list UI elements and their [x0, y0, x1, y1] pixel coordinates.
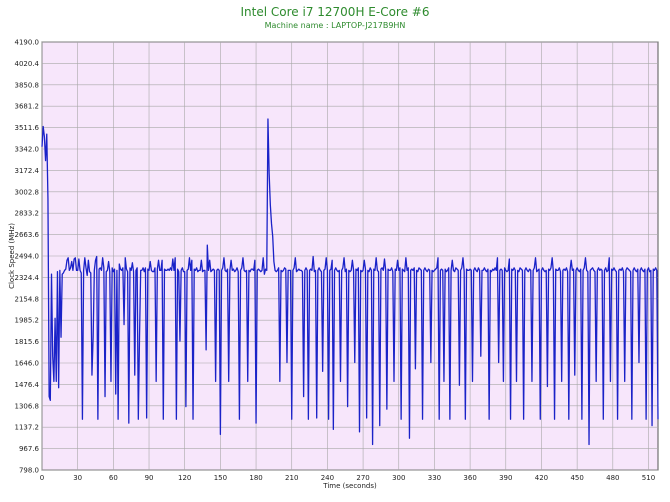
y-tick-label: 3511.6	[15, 124, 40, 132]
x-axis-label: Time (seconds)	[322, 482, 377, 490]
y-tick-label: 1815.6	[15, 338, 40, 346]
y-tick-label: 1646.0	[15, 360, 40, 368]
x-tick-label: 60	[109, 474, 118, 482]
x-tick-label: 420	[535, 474, 548, 482]
y-tick-label: 3681.2	[15, 103, 40, 111]
y-tick-label: 1306.8	[15, 402, 40, 410]
y-tick-label: 798.0	[19, 467, 39, 475]
y-tick-label: 2494.0	[15, 253, 40, 261]
y-tick-label: 1137.2	[15, 424, 40, 432]
x-tick-label: 360	[463, 474, 476, 482]
y-tick-label: 2324.4	[15, 274, 40, 282]
x-tick-label: 330	[428, 474, 441, 482]
x-tick-label: 150	[214, 474, 227, 482]
x-tick-label: 0	[40, 474, 44, 482]
x-tick-label: 30	[73, 474, 82, 482]
x-tick-label: 120	[178, 474, 191, 482]
y-axis-label: Clock Speed (MHz)	[8, 223, 16, 289]
x-tick-label: 270	[356, 474, 369, 482]
y-tick-label: 3172.4	[15, 167, 40, 175]
x-tick-label: 450	[570, 474, 583, 482]
x-axis-ticks: 0 30 60 90 120 150 180 210 240 270 300 330 360 390 420…	[40, 474, 655, 482]
x-tick-label: 180	[249, 474, 262, 482]
y-tick-label: 2154.8	[15, 295, 40, 303]
x-tick-label: 300	[392, 474, 405, 482]
x-tick-label: 90	[145, 474, 154, 482]
y-tick-label: 2663.6	[15, 231, 40, 239]
y-tick-label: 4190.0	[15, 39, 40, 47]
x-tick-label: 510	[642, 474, 655, 482]
y-axis-ticks: 798.0 967.6 1137.2 1306.8 1476.4 1646.0 1815.6…	[15, 39, 40, 475]
grid-lines	[41, 41, 658, 471]
y-tick-label: 3002.8	[15, 188, 40, 196]
y-tick-label: 3850.8	[15, 81, 40, 89]
series-group	[41, 118, 659, 446]
x-tick-label: 480	[606, 474, 619, 482]
x-tick-label: 210	[285, 474, 298, 482]
y-tick-label: 967.6	[19, 445, 40, 453]
y-tick-label: 3342.0	[15, 146, 40, 154]
chart-title: Intel Core i7 12700H E-Core #6	[241, 5, 430, 19]
y-tick-label: 4020.4	[15, 60, 40, 68]
y-tick-label: 1476.4	[15, 381, 40, 389]
y-tick-label: 2833.2	[15, 210, 40, 218]
y-tick-label: 1985.2	[15, 317, 40, 325]
chart-subtitle: Machine name : LAPTOP-J217B9HN	[265, 21, 406, 30]
x-tick-label: 240	[321, 474, 334, 482]
x-tick-label: 390	[499, 474, 512, 482]
series-line	[41, 118, 659, 446]
